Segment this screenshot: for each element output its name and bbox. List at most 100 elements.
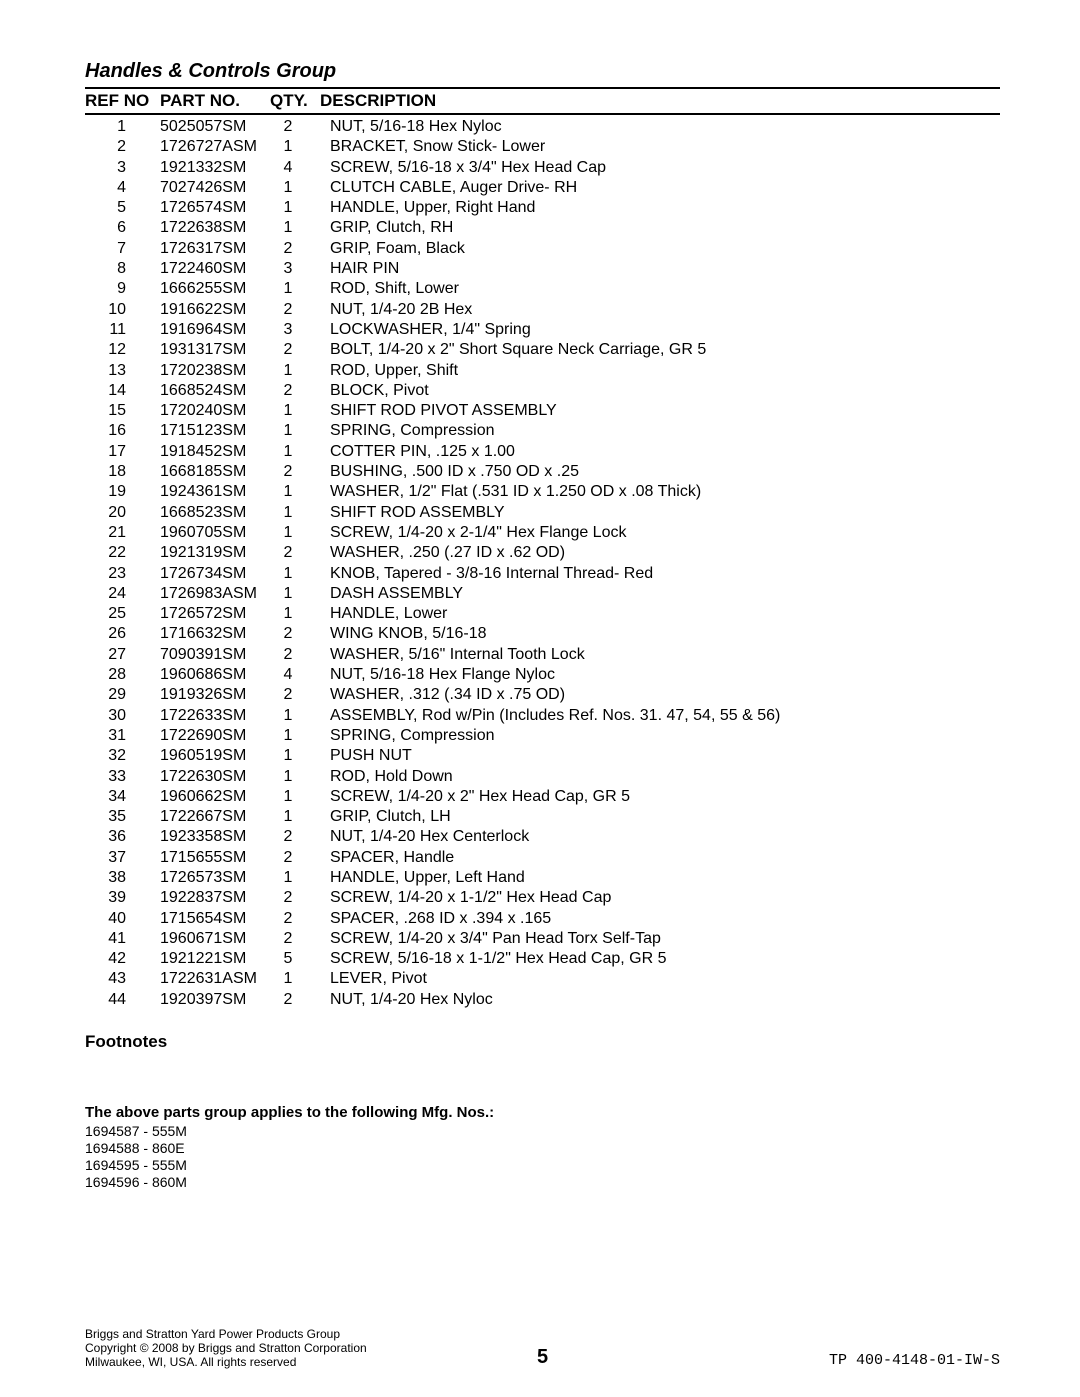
footnotes-heading: Footnotes xyxy=(85,1032,1000,1052)
cell-qty: 2 xyxy=(270,990,320,1010)
cell-ref: 14 xyxy=(85,381,160,401)
cell-qty: 1 xyxy=(270,523,320,543)
cell-part: 1726983ASM xyxy=(160,584,270,604)
cell-part: 1960686SM xyxy=(160,665,270,685)
table-row: 111916964SM3LOCKWASHER, 1/4" Spring xyxy=(85,320,1000,340)
cell-qty: 1 xyxy=(270,279,320,299)
table-row: 291919326SM2WASHER, .312 (.34 ID x .75 O… xyxy=(85,685,1000,705)
cell-ref: 21 xyxy=(85,523,160,543)
cell-desc: BLOCK, Pivot xyxy=(320,381,1000,401)
cell-qty: 1 xyxy=(270,726,320,746)
table-row: 15025057SM2NUT, 5/16-18 Hex Nyloc xyxy=(85,117,1000,137)
cell-desc: HAIR PIN xyxy=(320,259,1000,279)
cell-ref: 27 xyxy=(85,645,160,665)
cell-qty: 2 xyxy=(270,909,320,929)
cell-ref: 43 xyxy=(85,969,160,989)
table-row: 361923358SM2NUT, 1/4-20 Hex Centerlock xyxy=(85,827,1000,847)
table-row: 47027426SM1CLUTCH CABLE, Auger Drive- RH xyxy=(85,178,1000,198)
cell-ref: 24 xyxy=(85,584,160,604)
footer: Briggs and Stratton Yard Power Products … xyxy=(85,1327,1000,1369)
mfg-item: 1694588 - 860E xyxy=(85,1140,1000,1157)
cell-qty: 2 xyxy=(270,685,320,705)
table-row: 51726574SM1HANDLE, Upper, Right Hand xyxy=(85,198,1000,218)
cell-qty: 2 xyxy=(270,462,320,482)
cell-desc: LOCKWASHER, 1/4" Spring xyxy=(320,320,1000,340)
cell-qty: 1 xyxy=(270,807,320,827)
cell-part: 1960705SM xyxy=(160,523,270,543)
cell-qty: 2 xyxy=(270,117,320,137)
cell-qty: 1 xyxy=(270,218,320,238)
cell-desc: SCREW, 1/4-20 x 3/4" Pan Head Torx Self-… xyxy=(320,929,1000,949)
cell-desc: WASHER, 5/16" Internal Tooth Lock xyxy=(320,645,1000,665)
cell-part: 1668523SM xyxy=(160,503,270,523)
cell-part: 1716632SM xyxy=(160,624,270,644)
cell-ref: 20 xyxy=(85,503,160,523)
cell-part: 1960519SM xyxy=(160,746,270,766)
table-row: 421921221SM5SCREW, 5/16-18 x 1-1/2" Hex … xyxy=(85,949,1000,969)
cell-part: 1923358SM xyxy=(160,827,270,847)
footer-left: Briggs and Stratton Yard Power Products … xyxy=(85,1327,367,1369)
cell-desc: SHIFT ROD PIVOT ASSEMBLY xyxy=(320,401,1000,421)
cell-qty: 1 xyxy=(270,401,320,421)
cell-desc: SPRING, Compression xyxy=(320,726,1000,746)
cell-part: 1726574SM xyxy=(160,198,270,218)
page-number: 5 xyxy=(537,1346,548,1369)
cell-desc: SCREW, 5/16-18 x 3/4" Hex Head Cap xyxy=(320,158,1000,178)
table-row: 281960686SM4NUT, 5/16-18 Hex Flange Nylo… xyxy=(85,665,1000,685)
group-title: Handles & Controls Group xyxy=(85,60,1000,83)
cell-part: 1715123SM xyxy=(160,421,270,441)
cell-qty: 1 xyxy=(270,503,320,523)
cell-desc: BUSHING, .500 ID x .750 OD x .25 xyxy=(320,462,1000,482)
table-row: 301722633SM1ASSEMBLY, Rod w/Pin (Include… xyxy=(85,706,1000,726)
cell-desc: HANDLE, Lower xyxy=(320,604,1000,624)
cell-qty: 1 xyxy=(270,442,320,462)
cell-ref: 4 xyxy=(85,178,160,198)
cell-desc: COTTER PIN, .125 x 1.00 xyxy=(320,442,1000,462)
table-row: 151720240SM1SHIFT ROD PIVOT ASSEMBLY xyxy=(85,401,1000,421)
col-header-desc: DESCRIPTION xyxy=(320,91,1000,111)
table-row: 321960519SM1PUSH NUT xyxy=(85,746,1000,766)
cell-qty: 1 xyxy=(270,767,320,787)
cell-desc: LEVER, Pivot xyxy=(320,969,1000,989)
cell-part: 1919326SM xyxy=(160,685,270,705)
cell-desc: BRACKET, Snow Stick- Lower xyxy=(320,137,1000,157)
cell-desc: NUT, 5/16-18 Hex Flange Nyloc xyxy=(320,665,1000,685)
cell-desc: WASHER, 1/2" Flat (.531 ID x 1.250 OD x … xyxy=(320,482,1000,502)
table-row: 311722690SM1SPRING, Compression xyxy=(85,726,1000,746)
cell-part: 7027426SM xyxy=(160,178,270,198)
cell-desc: BOLT, 1/4-20 x 2" Short Square Neck Carr… xyxy=(320,340,1000,360)
cell-part: 1722460SM xyxy=(160,259,270,279)
cell-ref: 11 xyxy=(85,320,160,340)
cell-qty: 4 xyxy=(270,665,320,685)
cell-qty: 1 xyxy=(270,482,320,502)
cell-desc: SCREW, 5/16-18 x 1-1/2" Hex Head Cap, GR… xyxy=(320,949,1000,969)
cell-ref: 28 xyxy=(85,665,160,685)
cell-qty: 2 xyxy=(270,645,320,665)
cell-desc: WASHER, .312 (.34 ID x .75 OD) xyxy=(320,685,1000,705)
cell-ref: 31 xyxy=(85,726,160,746)
cell-qty: 1 xyxy=(270,421,320,441)
cell-part: 1726572SM xyxy=(160,604,270,624)
cell-part: 1960671SM xyxy=(160,929,270,949)
cell-ref: 6 xyxy=(85,218,160,238)
cell-qty: 1 xyxy=(270,584,320,604)
table-row: 31921332SM4SCREW, 5/16-18 x 3/4" Hex Hea… xyxy=(85,158,1000,178)
cell-qty: 1 xyxy=(270,604,320,624)
cell-ref: 9 xyxy=(85,279,160,299)
cell-qty: 1 xyxy=(270,969,320,989)
cell-desc: ROD, Upper, Shift xyxy=(320,361,1000,381)
table-row: 101916622SM2NUT, 1/4-20 2B Hex xyxy=(85,300,1000,320)
table-body: 15025057SM2NUT, 5/16-18 Hex Nyloc2172672… xyxy=(85,117,1000,1010)
table-row: 71726317SM2GRIP, Foam, Black xyxy=(85,239,1000,259)
cell-qty: 3 xyxy=(270,259,320,279)
cell-desc: NUT, 1/4-20 2B Hex xyxy=(320,300,1000,320)
cell-part: 1916622SM xyxy=(160,300,270,320)
table-row: 261716632SM2WING KNOB, 5/16-18 xyxy=(85,624,1000,644)
cell-part: 1722638SM xyxy=(160,218,270,238)
cell-desc: GRIP, Clutch, LH xyxy=(320,807,1000,827)
cell-part: 1722631ASM xyxy=(160,969,270,989)
mfg-list: 1694587 - 555M1694588 - 860E1694595 - 55… xyxy=(85,1123,1000,1191)
table-row: 191924361SM1WASHER, 1/2" Flat (.531 ID x… xyxy=(85,482,1000,502)
cell-ref: 8 xyxy=(85,259,160,279)
table-row: 431722631ASM1LEVER, Pivot xyxy=(85,969,1000,989)
